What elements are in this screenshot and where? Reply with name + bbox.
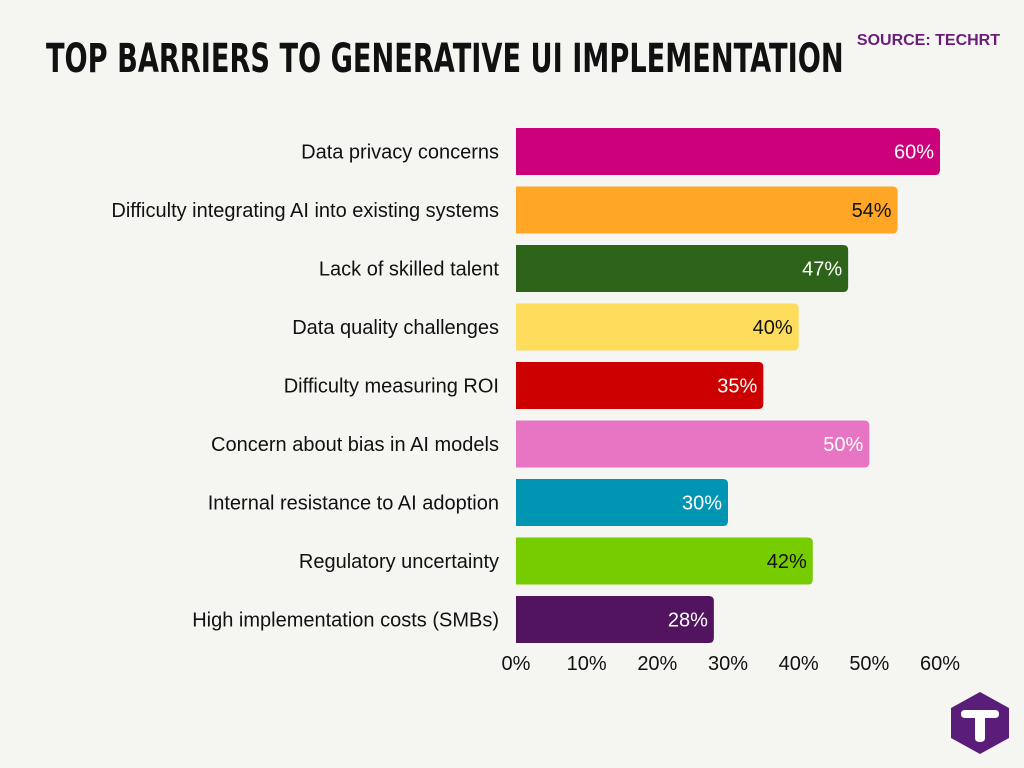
category-label: Data quality challenges	[292, 317, 499, 339]
bar	[516, 303, 799, 351]
category-label: Data privacy concerns	[301, 142, 499, 164]
category-label: Lack of skilled talent	[319, 259, 500, 281]
bar	[516, 245, 849, 292]
category-label: Internal resistance to AI adoption	[208, 493, 499, 515]
x-tick-label: 40%	[779, 653, 819, 675]
bar	[516, 537, 813, 585]
category-label: Difficulty measuring ROI	[284, 376, 499, 398]
category-label: Difficulty integrating AI into existing …	[111, 200, 499, 222]
bar	[516, 362, 764, 409]
x-tick-label: 0%	[502, 653, 531, 675]
category-label: High implementation costs (SMBs)	[192, 610, 499, 632]
bar-value-label: 50%	[823, 434, 863, 456]
bar-value-label: 42%	[767, 551, 807, 573]
chart-title: TOP BARRIERS TO GENERATIVE UI IMPLEMENTA…	[46, 36, 844, 82]
logo-letter	[961, 710, 999, 742]
x-tick-label: 50%	[849, 653, 889, 675]
category-label: Regulatory uncertainty	[299, 551, 499, 573]
source-label: SOURCE: TECHRT	[856, 32, 1000, 49]
bar-value-label: 40%	[753, 317, 793, 339]
x-tick-label: 10%	[567, 653, 607, 675]
x-tick-label: 20%	[637, 653, 677, 675]
x-tick-label: 60%	[920, 653, 960, 675]
techrt-logo-icon	[951, 692, 1009, 754]
category-label: Concern about bias in AI models	[211, 434, 499, 456]
bar-value-label: 54%	[852, 200, 892, 222]
bar-value-label: 47%	[802, 259, 842, 281]
x-tick-label: 30%	[708, 653, 748, 675]
bar	[516, 420, 870, 468]
bar-value-label: 35%	[717, 376, 757, 398]
bar	[516, 186, 898, 234]
bar	[516, 128, 940, 175]
bar	[516, 596, 714, 643]
bar	[516, 479, 728, 526]
bar-value-label: 60%	[894, 142, 934, 164]
bar-value-label: 30%	[682, 493, 722, 515]
bar-value-label: 28%	[668, 610, 708, 632]
